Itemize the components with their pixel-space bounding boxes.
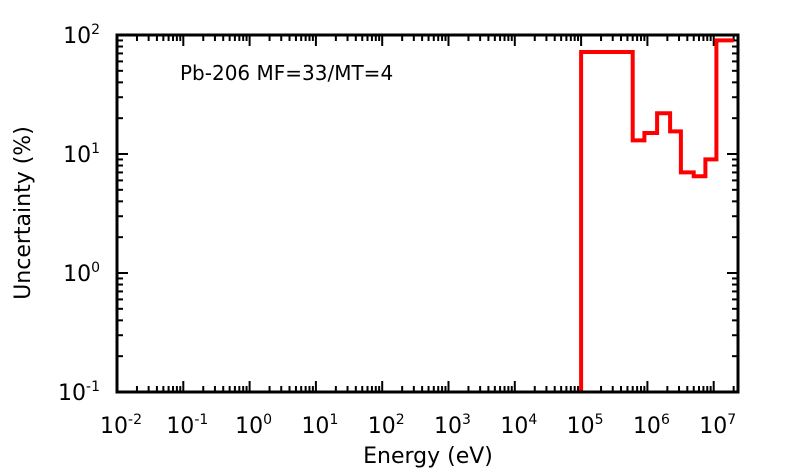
x-tick-label: 100 <box>235 412 272 439</box>
uncertainty-series-line <box>579 38 734 392</box>
y-tick-label: 102 <box>63 22 100 49</box>
y-tick-labels: 10-1 100 101 102 <box>58 22 100 406</box>
x-tick-label: 106 <box>633 412 670 439</box>
y-tick-label: 100 <box>63 260 100 287</box>
x-tick-label: 102 <box>368 412 405 439</box>
x-tick-label: 10-2 <box>100 412 142 439</box>
x-tick-label: 101 <box>301 412 338 439</box>
x-tick-labels: 10-2 10-1 100 101 102 103 104 105 106 107 <box>100 412 736 439</box>
plot-frame <box>115 33 740 394</box>
series-layer <box>579 38 734 392</box>
x-axis-title: Energy (eV) <box>363 444 493 469</box>
x-tick-label: 103 <box>434 412 471 439</box>
y-tick-label: 10-1 <box>58 379 100 406</box>
y-tick-label: 101 <box>63 141 100 168</box>
chart-annotation: Pb-206 MF=33/MT=4 <box>180 61 393 85</box>
x-tick-label: 107 <box>699 412 736 439</box>
x-tick-label: 105 <box>567 412 604 439</box>
x-tick-label: 10-1 <box>166 412 208 439</box>
y-axis-title: Uncertainty (%) <box>11 126 36 300</box>
x-tick-label: 104 <box>500 412 537 439</box>
